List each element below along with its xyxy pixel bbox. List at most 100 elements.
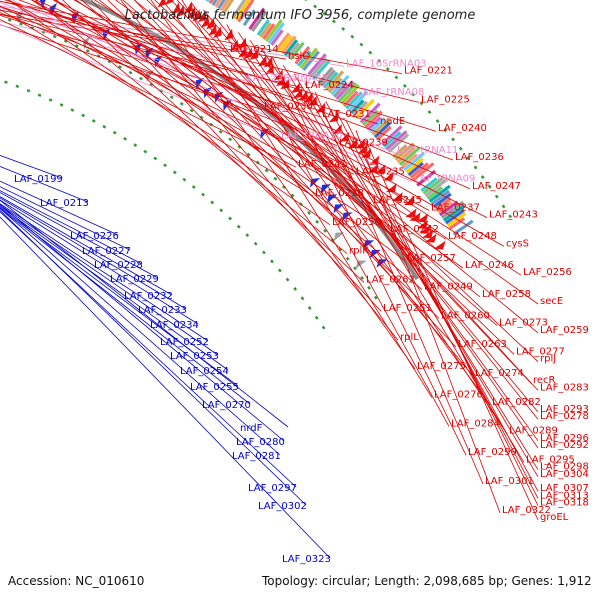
forward-gene-arrow [307, 95, 317, 107]
reverse-gene-arrow [320, 184, 331, 194]
cog-tile [251, 10, 268, 32]
gene-label: LAF_0225 [421, 94, 470, 105]
leader-line [260, 48, 539, 449]
gc-dotted-rings [0, 0, 513, 338]
gene-label: LAF_0293 [540, 404, 589, 415]
map-title: Lactobacillus fermentum IFO 3956, comple… [124, 8, 476, 23]
leader-line [271, 56, 467, 456]
cog-tile [214, 0, 222, 8]
leader-line [0, 5, 355, 175]
forward-gene-arrow [416, 213, 429, 223]
cog-tile [407, 161, 424, 177]
leader-line [0, 5, 345, 67]
cog-tile [373, 121, 392, 139]
leader-line [161, 0, 474, 377]
gene-label: LAF_0270 [202, 400, 251, 411]
forward-gene-arrow [208, 23, 217, 36]
leader-line [133, 0, 539, 334]
cog-tile [442, 204, 466, 222]
cog-tile [327, 77, 343, 94]
leader-line [0, 7, 362, 96]
leader-line [0, 12, 338, 146]
leader-line [335, 110, 539, 499]
leader-line [73, 0, 505, 247]
cog-tile [320, 69, 336, 87]
gene-label: LAF_0273 [499, 318, 548, 329]
reverse-gene-arrow [214, 91, 224, 103]
cog-tile [380, 125, 403, 146]
forward-gene-arrow [425, 233, 437, 243]
leader-line [0, 155, 63, 179]
forward-gene-arrow [339, 131, 350, 142]
cog-tile [352, 100, 368, 117]
leader-line [122, 0, 498, 326]
leader-line [0, 180, 119, 236]
leader-line [304, 82, 539, 478]
cog-tile [444, 209, 465, 225]
cog-tile [350, 99, 365, 114]
cog-tile [383, 131, 402, 149]
gene-label: LAF_0313 [540, 490, 589, 501]
cog-tile [347, 90, 369, 112]
leader-line [0, 206, 239, 387]
gene-label: LAF_0260 [441, 310, 490, 321]
leader-line [0, 1, 396, 154]
gene-label: LAF_0283 [540, 382, 589, 393]
cog-tile [416, 169, 437, 187]
forward-gene-arrow [391, 192, 403, 202]
accession-text: Accession: NC_010610 [8, 574, 145, 588]
forward-gene-arrow [422, 229, 434, 239]
gene-label: LAF_0243 [489, 210, 538, 221]
leader-line [55, 0, 406, 262]
leader-line [0, 196, 173, 296]
gene-label: LAF_0234 [150, 320, 199, 331]
forward-gene-arrow [360, 148, 372, 158]
forward-gene-arrow [229, 39, 239, 52]
gene-label: LAF_0295 [526, 454, 575, 465]
gene-label: LAF_0252 [160, 337, 209, 348]
gene-label: LAF_0247 [472, 181, 521, 192]
gene-label: LAF_0251 [383, 303, 432, 314]
gene-label: LAF_0262 [366, 274, 415, 285]
cog-tile [452, 219, 474, 236]
cog-tile [267, 22, 285, 44]
topology-text: Topology: circular; Length: 2,098,685 bp… [262, 574, 592, 588]
leader-line [293, 73, 539, 470]
leader-line [146, 0, 515, 355]
gene-label: LAF_0226 [70, 231, 119, 242]
cog-tile [332, 81, 348, 98]
cog-tile [281, 35, 297, 55]
cog-tile [371, 117, 390, 136]
cog-tile [364, 110, 383, 129]
forward-gene-arrow [176, 4, 185, 18]
forward-gene-arrow [368, 155, 380, 165]
cog-tile [426, 186, 443, 200]
gene-label: LAF_0322 [502, 505, 551, 516]
cog-tile [366, 116, 382, 131]
leader-line [98, 0, 481, 298]
cog-tile [401, 153, 418, 169]
reverse-gene-arrow [310, 178, 321, 188]
cog-tile [398, 146, 421, 166]
gene-label: LAF_0296 [540, 433, 589, 444]
leader-line [170, 0, 532, 384]
forward-gene-arrow [197, 10, 207, 23]
leader-line [355, 130, 501, 513]
cog-tile [283, 39, 299, 57]
gene-label: LAF_0224 [305, 80, 354, 91]
gene-label: LAF_0235 [356, 166, 405, 177]
forward-gene-arrow [355, 138, 366, 149]
forward-gene-arrow [403, 196, 415, 206]
backbone-arc [78, 0, 419, 281]
gene-label: secE [540, 296, 563, 307]
reverse-gene-arrow [333, 204, 344, 214]
gene-label: LAF_0299 [468, 447, 517, 458]
gene-label: LAF_0301 [485, 476, 534, 487]
cog-tile [307, 53, 327, 76]
leader-line [0, 207, 251, 405]
forward-gene-arrow [164, 0, 174, 6]
leader-line [0, 0, 420, 103]
leader-line [214, 16, 539, 420]
leader-line [176, 0, 539, 391]
leader-line [52, 0, 447, 240]
